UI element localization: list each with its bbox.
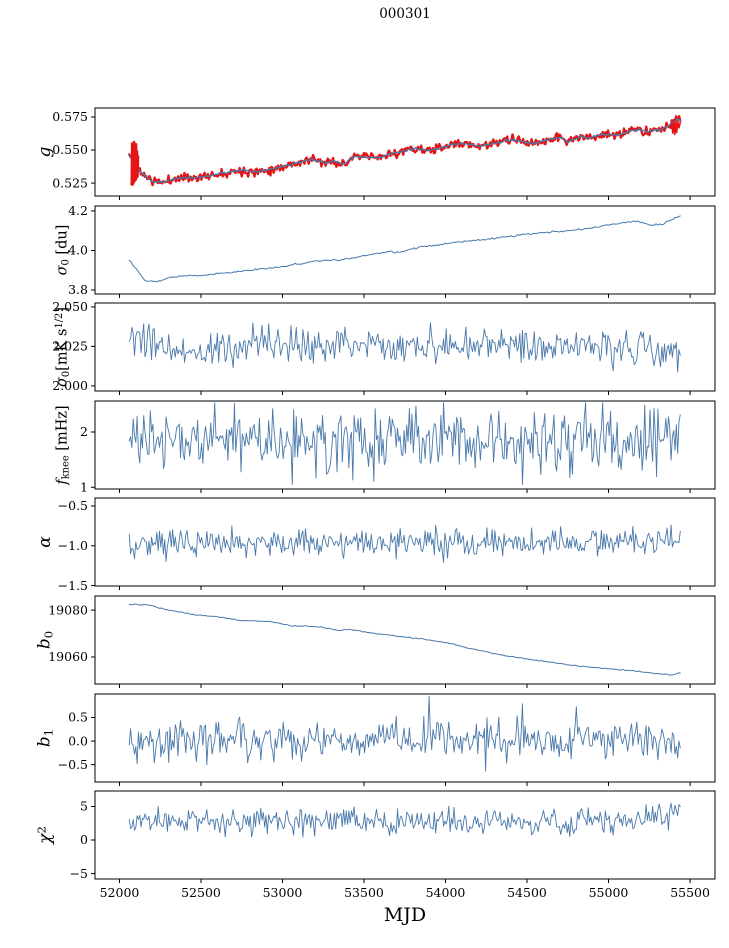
panel-frame-b1	[94, 693, 716, 783]
panel-frame-sigma0-du	[94, 205, 716, 295]
y-tick-label-b0: 19060	[48, 649, 88, 664]
panel-chi2-series	[128, 802, 681, 838]
x-tick-label: 54000	[426, 885, 466, 900]
panel-g-series	[128, 114, 682, 187]
y-tick-label-alpha: −1.5	[58, 578, 88, 593]
y-tick-label-sigma0-du: 3.8	[68, 282, 88, 297]
panel-frame-sigma0-mk	[94, 302, 716, 392]
y-tick-label-sigma0-du: 4.2	[68, 203, 88, 218]
panel-g: 0.575 0.550 0.525	[52, 107, 716, 200]
panel-alpha-series	[128, 524, 681, 563]
y-tick-label-g: 0.575	[52, 109, 88, 124]
y-axis-label-g: g	[35, 146, 55, 158]
series-b0-line	[128, 603, 681, 676]
series-b1-line	[128, 695, 681, 772]
y-tick-label-f-knee: 2	[80, 424, 88, 439]
x-tick-label: 53000	[263, 885, 303, 900]
series-g-end-ticks	[670, 120, 682, 136]
panel-frame-g	[94, 107, 716, 197]
series-sigma0-du-line	[128, 215, 681, 283]
panel-sigma0-mk: 2.050 2.025 2.000	[52, 299, 716, 395]
y-tick-label-alpha: −1.0	[58, 538, 88, 553]
y-tick-label-b1: 0.0	[68, 733, 88, 748]
y-axis-label-sigma0-mk: σ0[mK s1/2]	[54, 307, 72, 387]
x-ticks-alpha	[119, 586, 691, 590]
y-tick-label-b1: 0.5	[68, 710, 88, 725]
y-tick-label-alpha: −0.5	[58, 498, 88, 513]
x-ticks-f-knee	[119, 489, 691, 493]
panel-f-knee: 21	[80, 400, 716, 495]
y-tick-label-chi2: 0	[80, 832, 88, 847]
x-tick-label: 52000	[100, 885, 140, 900]
y-axis-label-alpha: α	[35, 536, 55, 548]
x-ticks-g	[119, 196, 691, 200]
panel-sigma0-du-series	[128, 215, 681, 283]
y-axis-label-f-knee: fknee [mHz]	[54, 405, 72, 485]
series-f-knee-line	[128, 402, 681, 486]
panel-b0: 19080 19060	[48, 595, 716, 688]
panel-sigma0-mk-series	[128, 322, 681, 373]
y-tick-label-g: 0.550	[52, 142, 88, 157]
x-tick-label: 53500	[344, 885, 384, 900]
panel-b1: 0.5 0.0 −0.5	[58, 693, 716, 786]
series-g-blue-line	[128, 118, 681, 184]
y-tick-label-sigma0-mk: 2.000	[52, 378, 88, 393]
series-alpha-line	[128, 524, 681, 563]
series-sigma0-mk-line	[128, 322, 681, 373]
y-tick-label-f-knee: 1	[80, 480, 88, 495]
y-tick-label-sigma0-mk: 2.025	[52, 339, 88, 354]
y-axis-label-b1: b1	[34, 728, 56, 748]
y-tick-label-sigma0-du: 4.0	[68, 243, 88, 258]
y-tick-label-sigma0-mk: 2.050	[52, 299, 88, 314]
x-ticks-chi2	[119, 879, 691, 883]
panel-f-knee-series	[128, 402, 681, 486]
x-tick-label: 54500	[507, 885, 547, 900]
x-tick-label: 55500	[670, 885, 710, 900]
panel-b1-series	[128, 695, 681, 772]
panel-frame-alpha	[94, 497, 716, 587]
panel-alpha: −0.5 −1.0 −1.5	[58, 497, 716, 593]
series-g-start-spike	[130, 140, 140, 186]
x-ticks-b1	[119, 782, 691, 786]
x-ticks-sigma0-mk	[119, 391, 691, 395]
figure-title: 000301	[379, 6, 431, 22]
y-axis-label-sigma0-du: σ0 [du]	[54, 224, 72, 276]
y-axis-label-chi2: χ2	[34, 826, 56, 844]
y-axis-label-b0: b0	[34, 630, 56, 650]
x-tick-label: 55000	[589, 885, 629, 900]
panel-frame-f-knee	[94, 400, 716, 490]
panel-b0-series	[128, 603, 681, 676]
x-ticks-sigma0-du	[119, 294, 691, 298]
panel-frame-b0	[94, 595, 716, 685]
x-axis-label: MJD	[383, 904, 427, 926]
panel-chi2: 5 0 −5 52000 52500 53000 53500 54000 54500 55000 5…	[70, 790, 716, 900]
panel-frame-chi2	[94, 790, 716, 880]
y-tick-label-b1: −0.5	[58, 757, 88, 772]
y-tick-label-b0: 19080	[48, 602, 88, 617]
x-tick-label: 52500	[181, 885, 221, 900]
y-tick-label-g: 0.525	[52, 175, 88, 190]
x-ticks-b0	[119, 684, 691, 688]
series-chi2-line	[128, 802, 681, 838]
panel-sigma0-du: 4.2 4.0 3.8	[68, 203, 716, 298]
y-tick-label-chi2: −5	[70, 866, 88, 881]
y-tick-label-chi2: 5	[80, 799, 88, 814]
